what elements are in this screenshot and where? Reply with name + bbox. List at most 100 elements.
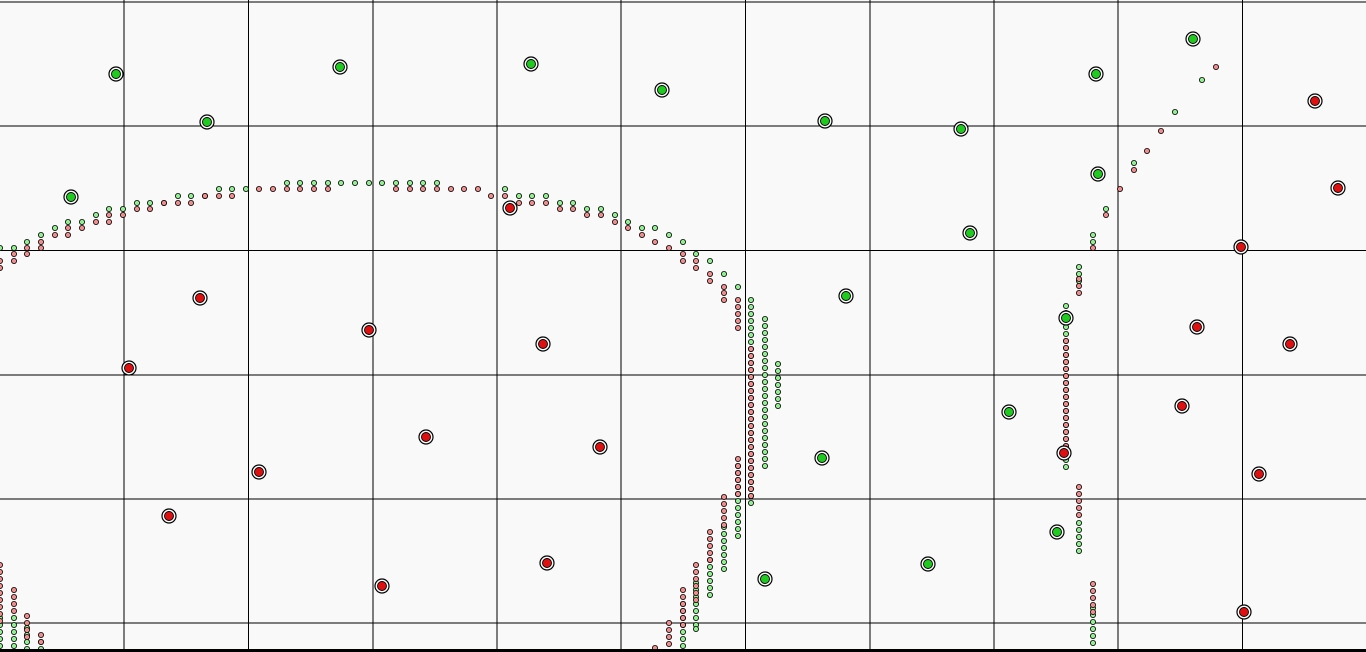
data-point-small-green: [680, 636, 687, 643]
data-point-green: [332, 59, 348, 75]
data-point-fill: [965, 228, 975, 238]
data-point-small-green: [106, 205, 113, 212]
data-point-green: [1058, 310, 1074, 326]
data-point-small-red: [680, 608, 687, 615]
data-point-red: [502, 200, 518, 216]
data-point-small-green: [1090, 633, 1097, 640]
data-point-small-red: [1063, 372, 1070, 379]
data-point-small-red: [707, 536, 714, 543]
data-point-green: [654, 82, 670, 98]
data-point-red: [592, 439, 608, 455]
data-point-small-green: [378, 179, 385, 186]
data-point-small-red: [748, 464, 755, 471]
data-point-small-green: [762, 371, 769, 378]
data-point-fill: [1004, 407, 1014, 417]
data-point-small-red: [174, 199, 181, 206]
data-point-green: [817, 113, 833, 129]
data-point-green: [962, 225, 978, 241]
data-point-fill: [595, 442, 605, 452]
data-point-small-red: [38, 238, 45, 245]
data-point-small-green: [557, 199, 564, 206]
data-point-small-red: [1063, 337, 1070, 344]
data-point-small-red: [707, 543, 714, 550]
data-point-small-green: [748, 310, 755, 317]
data-point-small-green: [721, 559, 728, 566]
data-point-green: [1088, 66, 1104, 82]
data-point-small-red: [612, 218, 619, 225]
data-point-small-red: [639, 231, 646, 238]
data-point-small-green: [10, 622, 17, 629]
data-point-small-green: [146, 199, 153, 206]
data-point-small-red: [570, 205, 577, 212]
data-point-small-green: [612, 211, 619, 218]
data-point-small-red: [1076, 497, 1083, 504]
data-point-small-green: [762, 413, 769, 420]
data-point-fill: [202, 117, 212, 127]
data-point-small-red: [721, 296, 728, 303]
data-point-small-red: [1063, 379, 1070, 386]
data-point-small-red: [1090, 602, 1097, 609]
data-point-small-red: [735, 476, 742, 483]
data-point-small-green: [1076, 541, 1083, 548]
data-point-small-red: [735, 469, 742, 476]
data-point-green: [1049, 524, 1065, 540]
data-point-green: [920, 556, 936, 572]
data-point-small-red: [392, 185, 399, 192]
data-point-small-green: [735, 526, 742, 533]
data-point-small-green: [52, 224, 59, 231]
data-point-small-green: [721, 531, 728, 538]
data-point-small-green: [680, 643, 687, 650]
data-point-small-green: [775, 381, 782, 388]
data-point-small-red: [1063, 351, 1070, 358]
data-point-small-red: [748, 408, 755, 415]
data-point-small-red: [65, 231, 72, 238]
data-point-red: [535, 336, 551, 352]
data-point-small-red: [735, 483, 742, 490]
data-point-small-red: [529, 199, 536, 206]
data-point-small-green: [748, 331, 755, 338]
data-point-small-red: [1063, 421, 1070, 428]
data-point-small-red: [1144, 147, 1151, 154]
data-point-small-green: [762, 343, 769, 350]
data-point-small-green: [1063, 463, 1070, 470]
data-point-small-green: [762, 329, 769, 336]
data-point-small-green: [762, 336, 769, 343]
data-point-small-green: [748, 499, 755, 506]
data-point-small-red: [1063, 428, 1070, 435]
data-point-small-red: [1076, 483, 1083, 490]
data-point-green: [757, 571, 773, 587]
data-point-small-red: [52, 231, 59, 238]
data-point-small-green: [133, 199, 140, 206]
data-point-small-red: [666, 620, 673, 627]
data-point-fill: [542, 558, 552, 568]
data-point-small-green: [762, 350, 769, 357]
data-point-small-green: [1090, 626, 1097, 633]
data-point-red: [1236, 604, 1252, 620]
data-point-small-red: [693, 257, 700, 264]
data-point-small-red: [735, 490, 742, 497]
data-point-small-red: [1076, 282, 1083, 289]
data-point-small-green: [10, 629, 17, 636]
data-point-small-red: [10, 601, 17, 608]
data-point-small-red: [748, 394, 755, 401]
data-point-red: [1330, 180, 1346, 196]
data-point-small-red: [0, 569, 3, 575]
data-point-small-red: [748, 450, 755, 457]
data-point-small-red: [693, 590, 700, 597]
data-point-small-green: [721, 566, 728, 573]
data-point-small-green: [324, 179, 331, 186]
data-point-small-red: [474, 185, 481, 192]
data-point-red: [1307, 93, 1323, 109]
data-point-small-red: [419, 185, 426, 192]
data-point-small-red: [0, 265, 3, 271]
data-point-fill: [124, 363, 134, 373]
data-point-small-red: [324, 185, 331, 192]
data-point-small-red: [748, 345, 755, 352]
data-point-green: [199, 114, 215, 130]
data-point-small-red: [680, 601, 687, 608]
data-point-small-red: [748, 457, 755, 464]
data-point-small-green: [1090, 619, 1097, 626]
data-point-small-green: [762, 420, 769, 427]
